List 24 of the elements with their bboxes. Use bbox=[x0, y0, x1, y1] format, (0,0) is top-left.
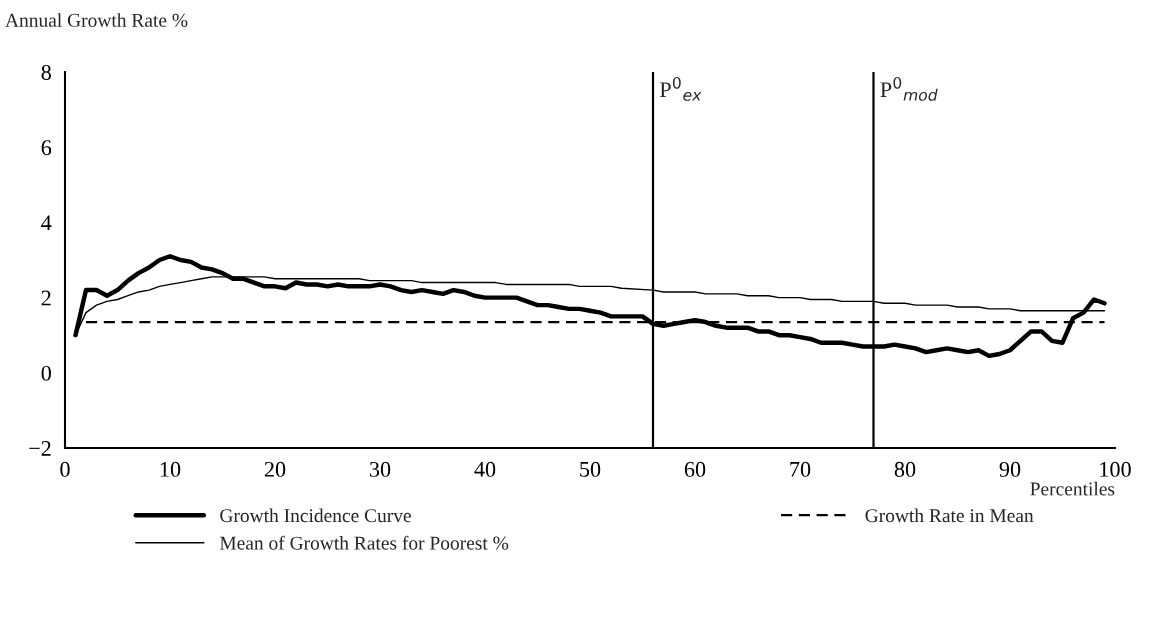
x-tick-label: 60 bbox=[684, 461, 706, 477]
x-tick-label: 30 bbox=[369, 461, 391, 477]
x-tick-label: 10 bbox=[160, 461, 181, 477]
ref-line-label: P$^{0}$$_{ex}$ bbox=[659, 76, 702, 101]
y-tick-label: 2 bbox=[41, 290, 51, 306]
x-axis-title: Percentiles bbox=[1030, 481, 1115, 496]
x-tick-label: 90 bbox=[999, 461, 1021, 477]
y-tick-label: 4 bbox=[41, 215, 52, 231]
legend-label: Mean of Growth Rates for Poorest % bbox=[219, 535, 509, 550]
x-tick-label: 40 bbox=[474, 461, 496, 477]
x-tick-label: 80 bbox=[894, 461, 916, 477]
y-axis-title: Annual Growth Rate % bbox=[5, 13, 188, 27]
y-tick-label: 8 bbox=[41, 64, 51, 80]
x-tick-label: 70 bbox=[790, 461, 811, 477]
ref-line-label: P$^{0}$$_{mod}$ bbox=[880, 76, 938, 101]
y-tick-label: 6 bbox=[41, 140, 52, 156]
y-tick-label: 0 bbox=[41, 365, 51, 381]
x-tick-label: 20 bbox=[264, 461, 286, 477]
legend-label: Growth Rate in Mean bbox=[865, 508, 1034, 523]
legend-label: Growth Incidence Curve bbox=[220, 508, 411, 523]
x-tick-label: 100 bbox=[1100, 461, 1131, 477]
x-tick-label: 50 bbox=[580, 461, 601, 477]
y-tick-label: −2 bbox=[29, 440, 51, 456]
x-tick-label: 0 bbox=[60, 461, 70, 477]
